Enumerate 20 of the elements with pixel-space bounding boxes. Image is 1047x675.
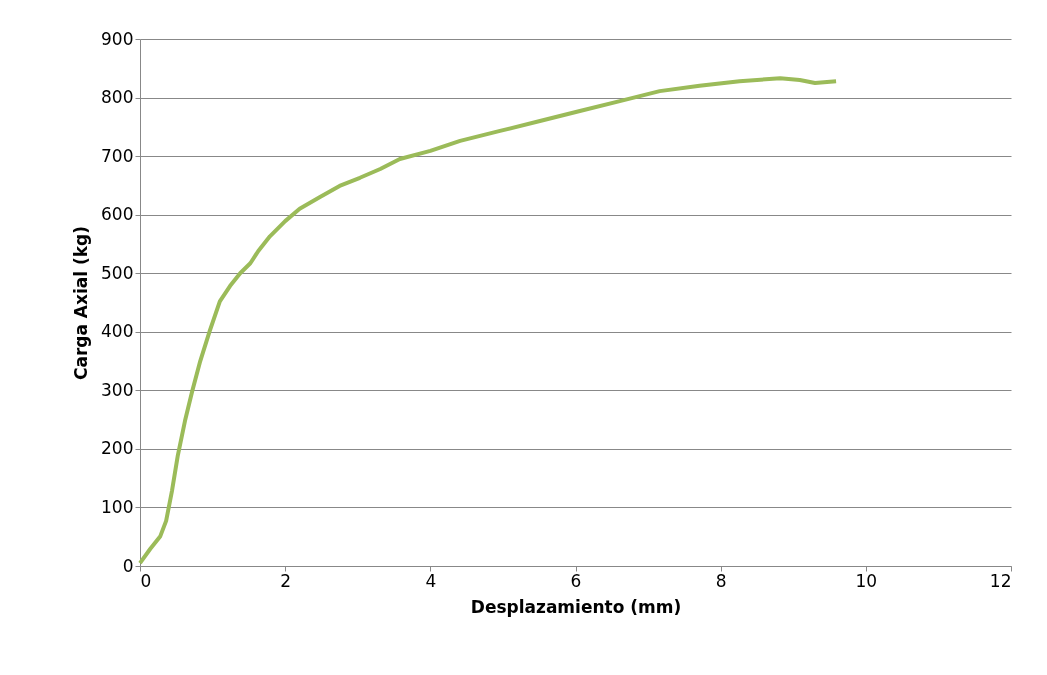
x-tick-label: 0 bbox=[140, 570, 152, 591]
x-tick-label: 2 bbox=[280, 570, 292, 591]
x-tick-label: 12 bbox=[989, 570, 1012, 591]
x-tick-label: 6 bbox=[570, 570, 582, 591]
y-tick-label: 0 bbox=[122, 555, 134, 576]
y-tick-label: 200 bbox=[101, 438, 134, 459]
y-tick-label: 800 bbox=[101, 87, 134, 108]
y-tick-label: 400 bbox=[101, 321, 134, 342]
y-axis-title: Carga Axial (kg) bbox=[71, 225, 92, 381]
x-tick-label: 10 bbox=[855, 570, 878, 591]
x-tick-label: 4 bbox=[425, 570, 437, 591]
y-tick-label: 900 bbox=[101, 28, 134, 49]
line-series bbox=[138, 76, 839, 566]
y-tick-label: 600 bbox=[101, 204, 134, 225]
y-tick-label: 100 bbox=[101, 496, 134, 517]
y-tick-label: 500 bbox=[101, 262, 134, 283]
x-tick-label: 8 bbox=[715, 570, 727, 591]
y-tick-label: 300 bbox=[101, 379, 134, 400]
x-axis-title: Desplazamiento (mm) bbox=[470, 596, 682, 617]
y-tick-label: 700 bbox=[101, 145, 134, 166]
